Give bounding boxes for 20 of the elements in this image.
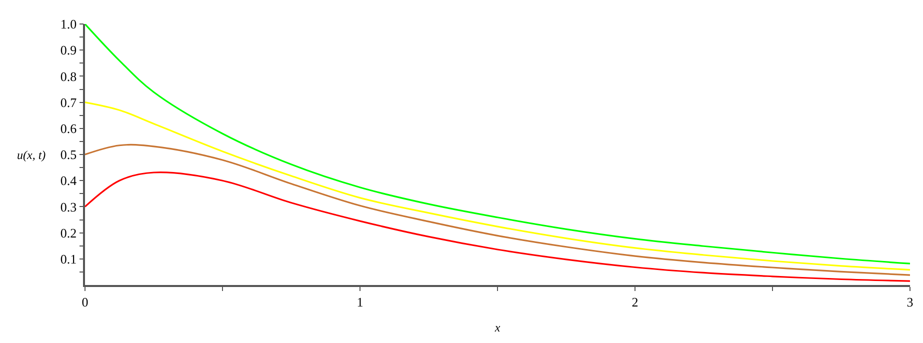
line-series: [85, 24, 910, 264]
x-tick-label: 2: [632, 294, 638, 310]
line-series: [85, 144, 910, 276]
y-tick-label: 0.6: [60, 120, 78, 136]
y-tick-label: 0.3: [60, 199, 77, 214]
y-tick-label: 0.5: [60, 147, 77, 162]
y-tick-label: 1.0: [60, 16, 77, 32]
line-series: [85, 102, 910, 271]
y-tick-label: 0.4: [60, 173, 78, 188]
y-tick-label: 0.7: [60, 94, 78, 110]
y-tick-label: 0.8: [60, 68, 77, 84]
line-series: [85, 172, 910, 282]
x-tick-label: 1: [356, 294, 364, 310]
x-tick-label: 0: [82, 294, 88, 310]
y-tick-label: 0.1: [60, 251, 77, 266]
y-axis-title: u(x, t): [17, 148, 46, 162]
y-tick-label: 0.2: [60, 225, 77, 240]
y-tick-label: 0.9: [60, 42, 77, 58]
x-tick-label: 3: [906, 294, 914, 310]
x-axis-title: x: [494, 320, 501, 335]
